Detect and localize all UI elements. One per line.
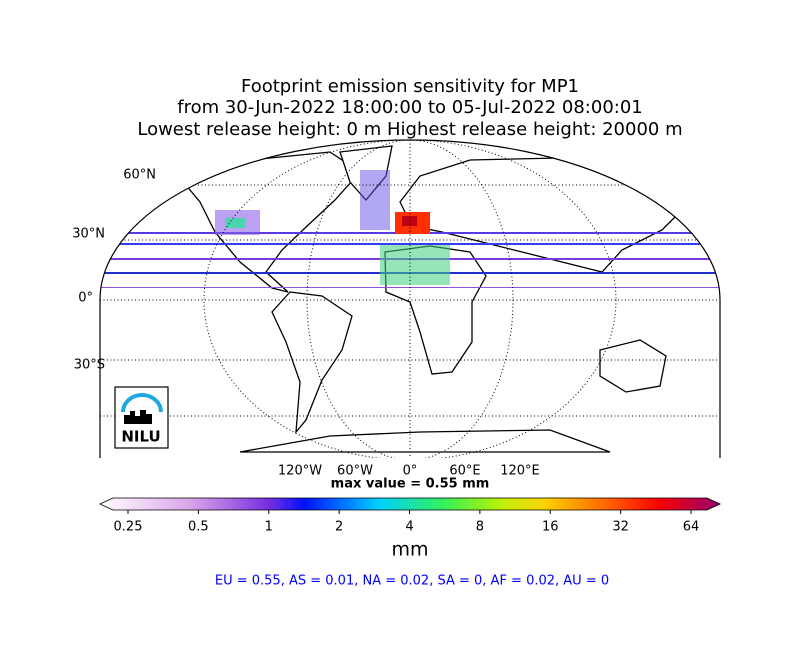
region-summary: EU = 0.55, AS = 0.01, NA = 0.02, SA = 0,… xyxy=(215,574,609,589)
graticule xyxy=(100,140,720,458)
lon-label: 60°E xyxy=(449,464,480,479)
colorbar-label: mm xyxy=(391,539,428,561)
lon-label: 120°W xyxy=(278,464,322,479)
colorbar-tick-label: 8 xyxy=(476,520,484,535)
map xyxy=(100,140,720,458)
colorbar-tick-label: 1 xyxy=(265,520,273,535)
colorbar-tick-label: 64 xyxy=(683,520,700,535)
colorbar-tick-label: 2 xyxy=(335,520,343,535)
logo-text: NILU xyxy=(121,428,160,446)
lat-label: 0° xyxy=(78,291,93,306)
lon-label: 60°W xyxy=(337,464,373,479)
colorbar-tick-label: 16 xyxy=(542,520,559,535)
lon-label: 120°E xyxy=(500,464,540,479)
colorbar-tick-label: 0.25 xyxy=(114,520,143,535)
lat-label: 30°S xyxy=(74,358,105,373)
map-border xyxy=(99,139,721,458)
colorbar-tick-label: 4 xyxy=(405,520,413,535)
colorbar xyxy=(99,497,721,511)
max-value: max value = 0.55 mm xyxy=(331,477,490,492)
colorbar-tick-label: 0.5 xyxy=(188,520,209,535)
lat-label: 30°N xyxy=(72,227,105,242)
title-line: from 30-Jun-2022 18:00:00 to 05-Jul-2022… xyxy=(177,97,643,118)
colorbar-tick-label: 32 xyxy=(612,520,629,535)
title-line: Lowest release height: 0 m Highest relea… xyxy=(137,119,682,140)
lon-label: 0° xyxy=(403,464,418,479)
title-line: Footprint emission sensitivity for MP1 xyxy=(241,76,579,97)
lat-label: 60°N xyxy=(123,168,156,183)
logo: NILU xyxy=(114,386,169,449)
